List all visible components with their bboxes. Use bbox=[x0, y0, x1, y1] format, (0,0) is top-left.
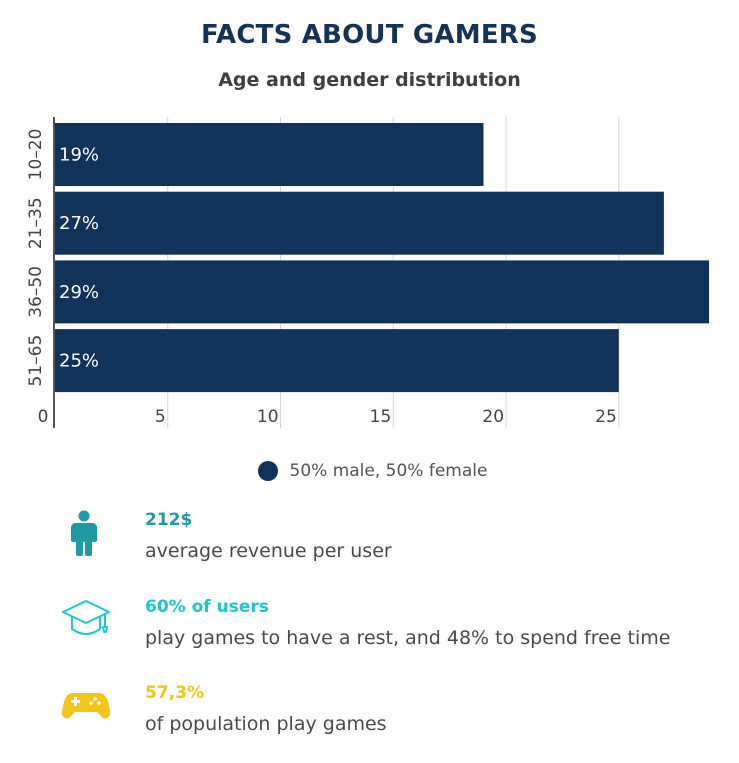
bar bbox=[55, 260, 709, 324]
category-tick-label: 51–65 bbox=[26, 335, 46, 387]
x-tick-label: 0 bbox=[38, 407, 49, 427]
fact-value: 57,3% bbox=[145, 683, 204, 703]
page-title: FACTS ABOUT GAMERS bbox=[201, 20, 538, 50]
x-tick-label: 15 bbox=[370, 407, 392, 427]
fact-text: average revenue per user bbox=[145, 540, 392, 562]
fact-population: 57,3% of population play games bbox=[0, 683, 739, 763]
bar bbox=[55, 191, 664, 255]
x-tick-label: 5 bbox=[155, 407, 166, 427]
graduation-cap-icon bbox=[62, 600, 110, 635]
age-distribution-chart: 19% 27% 29% 25% 10–20 21–35 36–50 51–65 0 5 10 15 20… bbox=[26, 117, 709, 428]
x-tick-label: 25 bbox=[595, 407, 617, 427]
bar bbox=[55, 123, 484, 186]
legend-label: 50% male, 50% female bbox=[289, 461, 488, 481]
category-tick-label: 36–50 bbox=[26, 266, 46, 318]
person-icon bbox=[71, 510, 97, 556]
bar-value-label: 29% bbox=[59, 282, 99, 303]
fact-text: play games to have a rest, and 48% to sp… bbox=[145, 627, 671, 649]
fact-value: 212$ bbox=[145, 510, 193, 530]
bar-value-label: 19% bbox=[59, 145, 99, 166]
fact-motivation: 60% of users play games to have a rest, … bbox=[0, 597, 739, 677]
x-tick-label: 20 bbox=[482, 407, 504, 427]
category-tick-label: 10–20 bbox=[26, 129, 46, 181]
chart-legend: 50% male, 50% female bbox=[0, 461, 739, 481]
bar-value-label: 25% bbox=[59, 351, 99, 372]
bar-value-label: 27% bbox=[59, 213, 99, 234]
category-tick-label: 21–35 bbox=[26, 197, 46, 249]
fact-text: of population play games bbox=[145, 713, 387, 735]
fact-revenue: 212$ average revenue per user bbox=[0, 510, 739, 590]
legend-swatch bbox=[257, 461, 278, 481]
x-tick-label: 10 bbox=[257, 407, 279, 427]
fact-value: 60% of users bbox=[145, 597, 269, 617]
chart-subtitle: Age and gender distribution bbox=[218, 69, 521, 91]
gamepad-icon bbox=[61, 693, 111, 719]
bar bbox=[55, 329, 619, 393]
